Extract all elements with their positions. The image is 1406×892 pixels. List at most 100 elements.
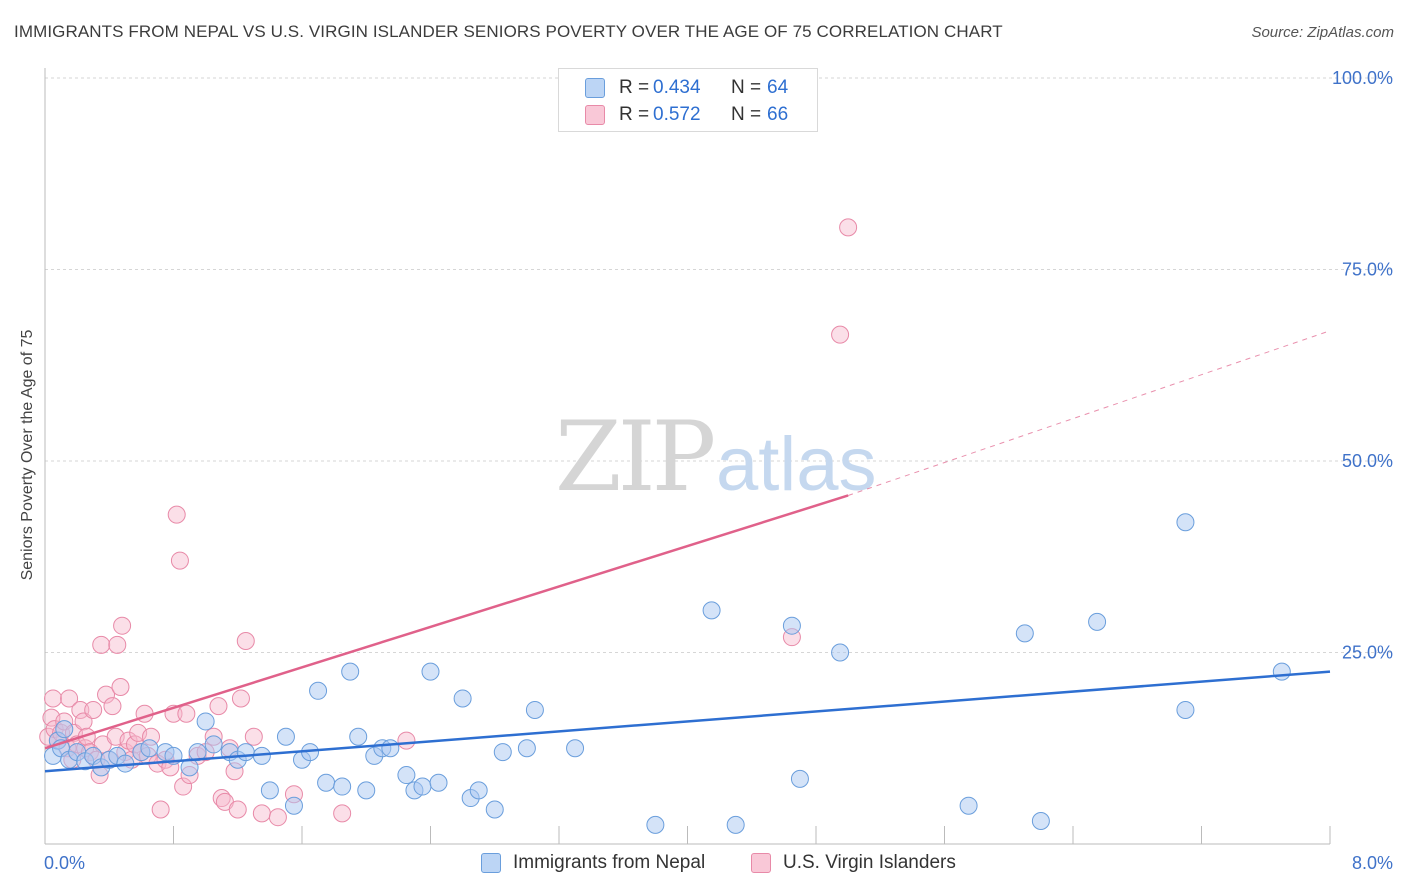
tick-labels: 25.0% 50.0% 75.0% 100.0% 0.0% 8.0% [44, 68, 1393, 873]
point-virgin-islanders [839, 218, 858, 237]
grid-lines [45, 77, 1395, 653]
point-virgin-islanders [113, 616, 132, 635]
point-nepal [566, 739, 585, 758]
source-label: Source: ZipAtlas.com [1251, 24, 1394, 41]
point-nepal [790, 769, 809, 788]
point-virgin-islanders [108, 635, 127, 654]
point-nepal [260, 781, 279, 800]
point-nepal [959, 796, 978, 815]
point-nepal [646, 815, 665, 834]
point-virgin-islanders [231, 689, 250, 708]
legend-swatch-virgin-islanders [585, 105, 605, 125]
point-nepal [333, 777, 352, 796]
point-nepal [493, 743, 512, 762]
legend-r-label: R = [619, 104, 650, 125]
watermark-atlas: atlas [716, 422, 877, 507]
axes [44, 68, 1331, 845]
point-virgin-islanders [236, 632, 255, 651]
point-nepal [1272, 662, 1291, 681]
point-virgin-islanders [74, 712, 93, 731]
point-nepal [413, 777, 432, 796]
bottom-legend-swatch-virgin-islanders [751, 853, 771, 873]
point-virgin-islanders [252, 804, 271, 823]
point-nepal [782, 616, 801, 635]
point-nepal [429, 773, 448, 792]
point-nepal [525, 700, 544, 719]
bottom-legend-label-nepal: Immigrants from Nepal [513, 852, 706, 873]
point-virgin-islanders [111, 677, 130, 696]
watermark-zip: ZIP [555, 401, 714, 513]
point-nepal [397, 766, 416, 785]
x-tick-label: 0.0% [44, 853, 85, 873]
y-tick-label: 25.0% [1342, 643, 1393, 663]
legend-r-value: 0.434 [653, 77, 701, 98]
y-tick-label: 50.0% [1342, 451, 1393, 471]
trend-lines [44, 330, 1331, 773]
point-nepal [236, 743, 255, 762]
legend-n-label: N = [731, 104, 762, 125]
point-nepal [309, 681, 328, 700]
point-nepal [1176, 700, 1195, 719]
watermark: ZIP atlas [555, 401, 877, 513]
series-immigrants-from-nepal [44, 513, 1291, 834]
point-nepal [831, 643, 850, 662]
y-tick-label: 75.0% [1342, 260, 1393, 280]
point-virgin-islanders [397, 731, 416, 750]
point-virgin-islanders [103, 697, 122, 716]
point-virgin-islanders [44, 689, 63, 708]
point-nepal [204, 735, 223, 754]
point-nepal [702, 601, 721, 620]
point-virgin-islanders [97, 685, 116, 704]
point-nepal [381, 739, 400, 758]
point-nepal [421, 662, 440, 681]
point-nepal [349, 727, 368, 746]
point-virgin-islanders [174, 777, 193, 796]
point-virgin-islanders [167, 505, 186, 524]
point-nepal [140, 739, 159, 758]
point-nepal [726, 815, 745, 834]
legend-n-label: N = [731, 77, 762, 98]
point-virgin-islanders [244, 727, 263, 746]
point-nepal [1015, 624, 1034, 643]
legend-r-label: R = [619, 77, 650, 98]
point-virgin-islanders [268, 808, 287, 827]
point-nepal [284, 796, 303, 815]
legend-n-value: 66 [767, 104, 789, 125]
trend-line-nepal [44, 670, 1331, 773]
bottom-legend-swatch-nepal [481, 853, 501, 873]
point-virgin-islanders [92, 635, 111, 654]
bottom-legend-label-virgin-islanders: U.S. Virgin Islanders [783, 852, 956, 873]
point-nepal [485, 800, 504, 819]
y-tick-label: 100.0% [1332, 68, 1393, 88]
legend-box: R = 0.434 N = 64 R = 0.572 N = 66 [558, 68, 818, 132]
legend-n-value: 64 [767, 77, 789, 98]
point-nepal [1088, 612, 1107, 631]
point-nepal [469, 781, 488, 800]
point-virgin-islanders [170, 551, 189, 570]
point-nepal [357, 781, 376, 800]
legend-swatch-nepal [585, 78, 605, 98]
chart-title: IMMIGRANTS FROM NEPAL VS U.S. VIRGIN ISL… [14, 22, 1003, 41]
point-virgin-islanders [209, 697, 228, 716]
point-virgin-islanders [60, 689, 79, 708]
trend-line-virgin-islanders-extension [847, 330, 1331, 496]
point-nepal [1031, 812, 1050, 831]
point-nepal [517, 739, 536, 758]
point-nepal [55, 720, 74, 739]
point-virgin-islanders [177, 704, 196, 723]
series-us-virgin-islanders [39, 218, 858, 827]
point-nepal [1176, 513, 1195, 532]
point-virgin-islanders [151, 800, 170, 819]
point-virgin-islanders [84, 700, 103, 719]
point-nepal [453, 689, 472, 708]
point-virgin-islanders [333, 804, 352, 823]
point-nepal [276, 727, 295, 746]
point-nepal [317, 773, 336, 792]
point-virgin-islanders [831, 325, 850, 344]
x-tick-label: 8.0% [1352, 853, 1393, 873]
point-nepal [341, 662, 360, 681]
point-virgin-islanders [71, 700, 90, 719]
trend-line-virgin-islanders [44, 494, 849, 750]
point-virgin-islanders [228, 800, 247, 819]
